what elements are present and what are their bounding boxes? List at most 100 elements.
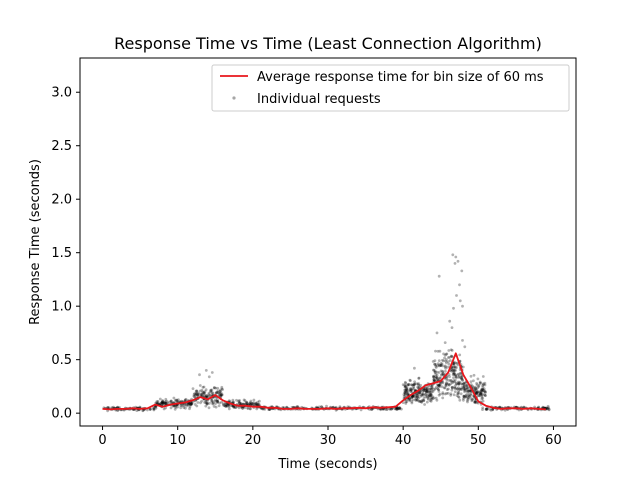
request-point <box>404 394 407 398</box>
request-point <box>454 375 458 379</box>
request-point <box>200 392 203 396</box>
request-point <box>415 392 419 396</box>
request-point <box>458 371 462 375</box>
request-point <box>458 353 462 357</box>
request-point <box>437 359 441 362</box>
request-point <box>205 395 209 399</box>
request-point <box>457 396 461 399</box>
request-point <box>481 385 485 389</box>
request-point <box>469 380 473 384</box>
legend-box <box>211 64 570 112</box>
request-point <box>438 383 442 387</box>
request-point <box>204 401 208 405</box>
request-point <box>429 392 432 396</box>
request-point <box>402 394 406 398</box>
request-point <box>409 386 413 390</box>
request-point <box>421 393 425 397</box>
request-point <box>189 403 192 406</box>
request-point <box>446 360 450 364</box>
request-point <box>432 375 435 379</box>
request-point <box>198 389 202 393</box>
request-point <box>161 402 165 405</box>
request-point <box>465 386 469 390</box>
request-point <box>413 398 417 401</box>
request-point <box>480 397 484 401</box>
request-point <box>224 403 228 406</box>
request-point <box>430 390 434 393</box>
request-point <box>417 396 421 400</box>
request-point <box>461 386 465 389</box>
request-point <box>474 390 477 393</box>
request-point <box>437 363 441 367</box>
request-point <box>433 363 437 366</box>
request-point <box>174 406 178 409</box>
request-point <box>481 387 484 391</box>
request-point <box>414 399 418 402</box>
request-point <box>409 389 413 393</box>
request-point <box>483 381 487 385</box>
average-response-line <box>102 352 546 411</box>
request-point <box>410 395 414 399</box>
request-point <box>458 299 462 303</box>
request-point <box>416 395 419 399</box>
request-point <box>430 387 434 391</box>
request-point <box>175 399 178 403</box>
request-point <box>214 391 218 395</box>
request-point <box>444 384 448 388</box>
request-point <box>438 384 441 388</box>
request-point <box>463 389 467 392</box>
request-point <box>379 408 383 412</box>
request-point <box>203 401 207 404</box>
request-point <box>466 389 470 393</box>
y-tick-label: 1.0 <box>51 300 72 315</box>
request-point <box>479 381 483 385</box>
request-point <box>438 364 441 368</box>
request-point <box>476 391 479 395</box>
request-point <box>214 398 218 402</box>
request-point <box>210 391 214 394</box>
request-point <box>155 401 159 405</box>
request-point <box>241 402 245 406</box>
request-point <box>267 408 271 411</box>
request-point <box>194 391 198 395</box>
request-point <box>419 383 422 387</box>
request-point <box>200 399 204 403</box>
request-point <box>431 386 434 390</box>
request-point <box>436 377 440 381</box>
request-point <box>411 387 415 390</box>
request-point <box>463 345 467 349</box>
request-point <box>473 401 476 404</box>
request-point <box>441 370 445 374</box>
request-point <box>135 409 139 412</box>
request-point <box>482 383 485 387</box>
request-point <box>428 387 431 391</box>
request-point <box>433 370 437 374</box>
request-point <box>484 394 487 397</box>
request-point <box>448 356 451 359</box>
request-point <box>190 402 194 406</box>
request-point <box>459 376 463 379</box>
request-point <box>450 388 454 392</box>
request-point <box>452 379 455 383</box>
request-point <box>479 393 483 396</box>
request-point <box>489 408 493 412</box>
request-point <box>219 394 223 398</box>
legend-label-individual: Individual requests <box>257 92 381 107</box>
request-point <box>245 400 249 404</box>
request-point <box>427 393 431 396</box>
request-point <box>426 390 430 394</box>
request-point <box>398 407 402 411</box>
request-point <box>213 399 217 403</box>
request-point <box>434 386 438 389</box>
request-point <box>426 394 429 397</box>
average-line-layer <box>102 352 546 411</box>
request-point <box>462 384 466 387</box>
request-point <box>453 360 456 364</box>
request-point <box>451 253 455 257</box>
request-point <box>450 326 454 329</box>
request-point <box>389 407 393 411</box>
request-point <box>208 394 212 397</box>
request-point <box>447 349 451 352</box>
request-point <box>434 376 438 380</box>
request-point <box>163 401 167 405</box>
